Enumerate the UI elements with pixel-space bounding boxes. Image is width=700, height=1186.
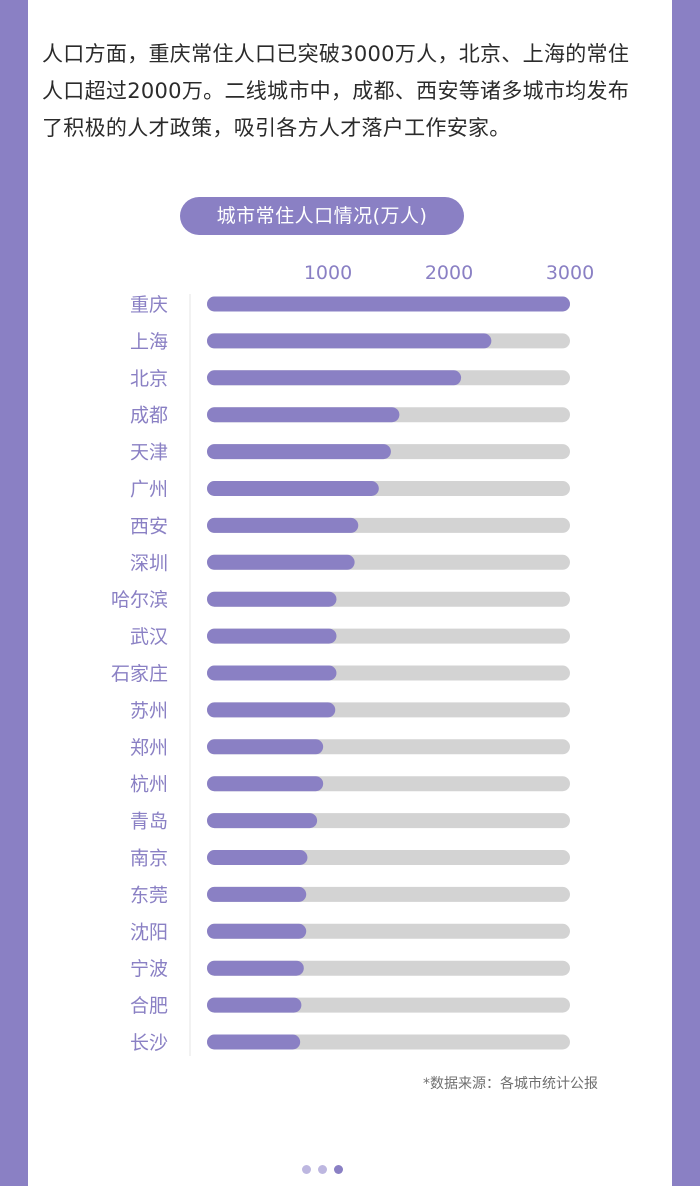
category-label: 成都 xyxy=(130,405,168,427)
page-dot[interactable] xyxy=(302,1165,311,1174)
bar xyxy=(207,960,304,976)
category-label: 哈尔滨 xyxy=(111,589,168,611)
category-label: 合肥 xyxy=(130,995,168,1017)
bar xyxy=(207,591,337,607)
category-label: 苏州 xyxy=(130,700,168,722)
x-tick-label: 3000 xyxy=(546,262,594,284)
source-note: *数据来源：各城市统计公报 xyxy=(423,1076,598,1092)
category-label: 重庆 xyxy=(130,294,168,316)
category-label: 西安 xyxy=(130,515,168,537)
bar xyxy=(207,517,359,533)
category-label: 武汉 xyxy=(130,626,168,648)
category-label: 宁波 xyxy=(130,958,168,980)
chart-title: 城市常住人口情况(万人) xyxy=(180,197,464,235)
bar xyxy=(207,296,570,312)
bar xyxy=(207,1034,301,1050)
page-dot[interactable] xyxy=(318,1165,327,1174)
category-label: 广州 xyxy=(130,479,168,501)
x-tick-label: 1000 xyxy=(304,262,352,284)
bar xyxy=(207,665,337,681)
category-label: 东莞 xyxy=(130,884,168,906)
bar xyxy=(207,407,400,423)
category-label: 天津 xyxy=(130,442,168,464)
bar xyxy=(207,444,391,460)
page-dot-active[interactable] xyxy=(334,1165,343,1174)
category-label: 沈阳 xyxy=(130,921,168,943)
category-label: 长沙 xyxy=(130,1032,168,1054)
bar xyxy=(207,554,355,570)
bar xyxy=(207,739,324,755)
bar xyxy=(207,776,324,792)
category-label: 杭州 xyxy=(130,774,168,796)
category-label: 郑州 xyxy=(130,737,168,759)
bar xyxy=(207,886,307,902)
bar xyxy=(207,923,307,939)
category-label: 南京 xyxy=(130,848,168,870)
bar xyxy=(207,370,462,386)
bar xyxy=(207,333,492,349)
category-label: 上海 xyxy=(130,331,168,353)
bar xyxy=(207,813,318,829)
intro-paragraph: 人口方面，重庆常住人口已突破3000万人，北京、上海的常住人口超过2000万。二… xyxy=(42,42,630,140)
category-label: 石家庄 xyxy=(111,663,168,685)
bar xyxy=(207,850,308,865)
bar xyxy=(207,702,336,718)
x-tick-label: 2000 xyxy=(425,262,473,284)
category-label: 深圳 xyxy=(130,552,168,574)
category-label: 青岛 xyxy=(130,811,168,833)
pagination-dots xyxy=(302,1165,343,1174)
category-label: 北京 xyxy=(130,368,168,390)
bar xyxy=(207,481,379,496)
bar xyxy=(207,997,302,1013)
bar xyxy=(207,628,337,644)
